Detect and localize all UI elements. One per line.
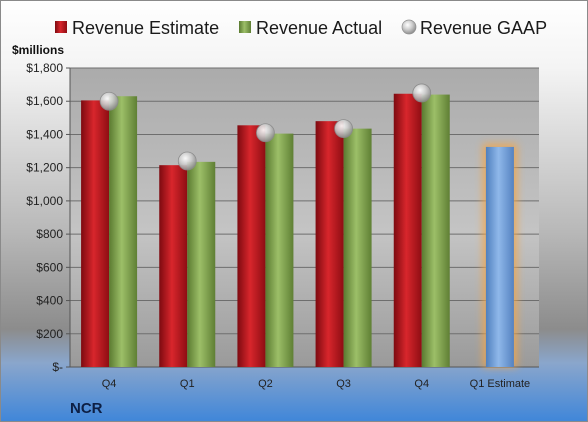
y-tick-label: $1,200 xyxy=(26,161,63,175)
bars-layer xyxy=(81,93,517,368)
x-axis-labels: Q4 Q1 Q2 Q3 Q4 Q1 Estimate xyxy=(102,378,530,390)
y-axis-ticks: $- $200 $400 $600 $800 $1,000 $1,200 $1,400 $1,6… xyxy=(26,61,70,374)
gridlines xyxy=(70,67,539,335)
bar-revenue-estimate xyxy=(315,121,344,368)
company-label: NCR xyxy=(70,400,103,417)
legend-label-gaap: Revenue GAAP xyxy=(420,18,547,38)
marker-revenue-gaap xyxy=(177,151,197,171)
y-tick-label: $- xyxy=(52,360,63,374)
x-tick-label: Q4 xyxy=(102,378,117,390)
legend-label-estimate: Revenue Estimate xyxy=(72,18,219,38)
plot-area xyxy=(70,68,539,367)
y-tick-label: $600 xyxy=(36,260,63,274)
bar-revenue-actual xyxy=(109,96,138,367)
bar-revenue-estimate xyxy=(159,165,188,367)
legend-item-gaap: Revenue GAAP xyxy=(401,18,547,38)
y-tick-label: $1,800 xyxy=(26,61,63,75)
legend-label-actual: Revenue Actual xyxy=(256,18,382,38)
x-tick-label: Q3 xyxy=(336,378,351,390)
marker-revenue-gaap xyxy=(334,119,353,139)
y-tick-label: $1,600 xyxy=(26,94,63,108)
y-tick-label: $800 xyxy=(36,227,63,241)
x-tick-label: Q4 xyxy=(414,378,429,390)
legend-swatch-actual xyxy=(239,21,251,33)
bar-revenue-estimate xyxy=(393,93,422,367)
y-tick-label: $1,000 xyxy=(26,194,63,208)
legend-item-estimate: Revenue Estimate xyxy=(55,18,219,38)
bar-revenue-actual xyxy=(187,161,216,367)
y-tick-label: $200 xyxy=(36,327,63,341)
x-tick-label: Q1 Estimate xyxy=(470,378,531,390)
legend: Revenue Estimate Revenue Actual Revenue … xyxy=(55,18,547,38)
x-tick-label: Q2 xyxy=(258,378,273,390)
marker-revenue-gaap xyxy=(412,83,432,103)
bar-revenue-actual xyxy=(343,128,372,367)
bar-revenue-actual xyxy=(265,133,294,367)
y-tick-label: $400 xyxy=(36,294,63,308)
legend-swatch-estimate xyxy=(55,21,67,33)
bar-revenue-actual xyxy=(421,94,450,368)
legend-item-actual: Revenue Actual xyxy=(239,18,382,38)
legend-marker-gaap xyxy=(401,19,417,35)
x-tick-label: Q1 xyxy=(180,378,195,390)
bar-revenue-estimate xyxy=(81,100,110,368)
bar-revenue-estimate xyxy=(237,125,266,367)
marker-revenue-gaap xyxy=(99,91,119,111)
y-unit-label: $millions xyxy=(12,43,64,57)
marker-revenue-gaap xyxy=(256,123,275,143)
gaap-markers-layer xyxy=(99,83,432,171)
y-tick-label: $1,400 xyxy=(26,127,63,141)
bar-revenue-forecast xyxy=(485,146,514,367)
